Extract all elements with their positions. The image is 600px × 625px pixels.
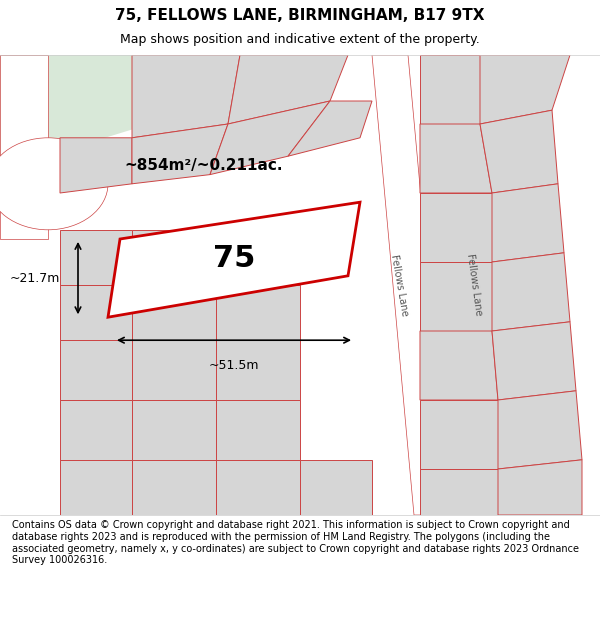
Polygon shape <box>0 55 48 239</box>
Polygon shape <box>210 101 330 174</box>
Polygon shape <box>60 400 132 460</box>
Polygon shape <box>498 391 582 469</box>
Polygon shape <box>420 331 498 400</box>
Polygon shape <box>498 460 582 515</box>
Polygon shape <box>216 400 300 460</box>
Polygon shape <box>216 340 300 400</box>
Polygon shape <box>0 55 180 170</box>
Text: ~21.7m: ~21.7m <box>10 272 60 284</box>
Text: Contains OS data © Crown copyright and database right 2021. This information is : Contains OS data © Crown copyright and d… <box>12 521 579 565</box>
Polygon shape <box>420 400 498 469</box>
Polygon shape <box>216 285 300 340</box>
Polygon shape <box>480 55 570 124</box>
Polygon shape <box>60 340 132 400</box>
Text: 75, FELLOWS LANE, BIRMINGHAM, B17 9TX: 75, FELLOWS LANE, BIRMINGHAM, B17 9TX <box>115 8 485 23</box>
Polygon shape <box>492 253 570 331</box>
Polygon shape <box>420 55 480 124</box>
Polygon shape <box>132 285 216 340</box>
Polygon shape <box>132 340 216 400</box>
Text: Map shows position and indicative extent of the property.: Map shows position and indicative extent… <box>120 33 480 46</box>
Polygon shape <box>420 193 492 262</box>
Polygon shape <box>60 460 132 515</box>
Text: 75: 75 <box>213 244 255 273</box>
Polygon shape <box>60 138 132 193</box>
Polygon shape <box>108 202 360 318</box>
Circle shape <box>0 138 108 230</box>
Polygon shape <box>132 230 216 285</box>
Text: ~51.5m: ~51.5m <box>209 359 259 372</box>
Polygon shape <box>216 460 300 515</box>
Polygon shape <box>132 460 216 515</box>
Polygon shape <box>438 55 528 515</box>
Polygon shape <box>132 400 216 460</box>
Polygon shape <box>60 230 132 285</box>
Polygon shape <box>228 55 348 124</box>
Polygon shape <box>132 124 228 184</box>
Polygon shape <box>492 184 564 262</box>
Text: Fellows Lane: Fellows Lane <box>464 253 484 317</box>
Polygon shape <box>372 55 450 515</box>
Polygon shape <box>420 124 492 193</box>
Polygon shape <box>288 101 372 156</box>
Polygon shape <box>420 469 498 515</box>
Polygon shape <box>300 460 372 515</box>
Polygon shape <box>492 322 576 400</box>
Text: ~854m²/~0.211ac.: ~854m²/~0.211ac. <box>125 158 283 173</box>
Polygon shape <box>60 285 132 340</box>
Polygon shape <box>132 55 240 138</box>
Text: Fellows Lane: Fellows Lane <box>389 253 409 317</box>
Polygon shape <box>480 110 558 193</box>
Polygon shape <box>420 262 492 331</box>
